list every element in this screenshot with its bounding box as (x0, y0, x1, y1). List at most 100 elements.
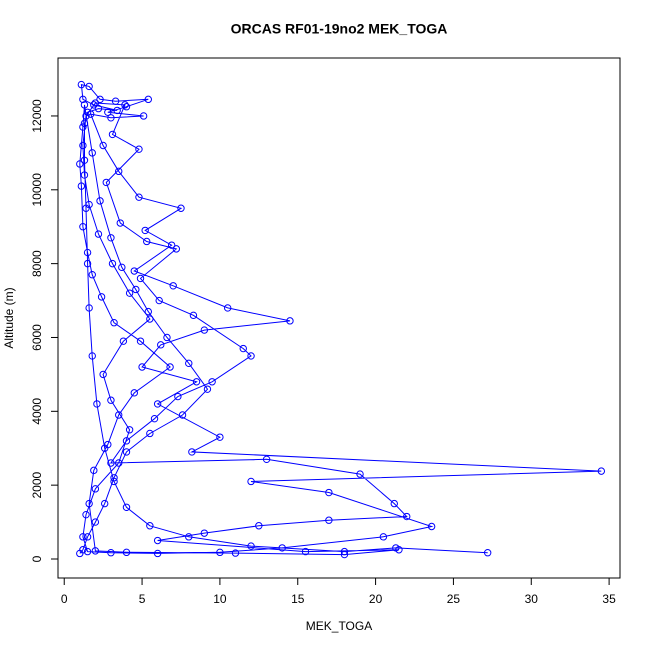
data-point (99, 370, 107, 379)
data-point (136, 274, 145, 283)
data-point (88, 271, 96, 279)
data-point (172, 245, 181, 253)
data-point (138, 363, 146, 371)
data-point (80, 119, 89, 128)
data-point (597, 467, 606, 475)
data-point (153, 400, 162, 408)
data-point (83, 547, 92, 556)
data-point (97, 293, 106, 301)
y-tick-label: 10000 (30, 173, 44, 207)
data-point (132, 285, 140, 294)
plot-frame (57, 57, 621, 579)
data-point (122, 503, 131, 512)
data-point (144, 307, 152, 316)
data-point (247, 477, 255, 486)
data-point (119, 337, 128, 345)
data-point (200, 326, 209, 334)
data-point (77, 80, 86, 89)
data-point (153, 549, 162, 558)
x-tick-label: 30 (525, 592, 539, 606)
data-point (125, 426, 134, 434)
data-point (83, 259, 92, 268)
data-point (115, 411, 123, 419)
y-tick-label: 4000 (30, 398, 44, 425)
data-point (189, 311, 198, 320)
data-point (80, 156, 89, 164)
data-point (86, 110, 95, 118)
data-point (113, 106, 121, 115)
data-point (125, 289, 134, 297)
x-tick-label: 10 (213, 592, 227, 606)
data-point (216, 548, 224, 557)
data-point (82, 510, 90, 519)
data-point (163, 333, 171, 342)
data-point (325, 488, 333, 497)
data-point (262, 455, 271, 464)
data-point (278, 544, 286, 552)
data-point (122, 437, 131, 445)
data-point (216, 433, 224, 441)
data-point (107, 396, 115, 404)
data-point (174, 392, 182, 401)
data-point (83, 248, 92, 257)
data-point (146, 429, 154, 438)
data-point (231, 549, 240, 557)
data-point (200, 529, 209, 537)
data-point (255, 522, 263, 530)
data-point (104, 108, 112, 116)
x-axis-label: MEK_TOGA (306, 619, 372, 633)
data-point (167, 241, 176, 249)
x-tick-label: 25 (447, 592, 461, 606)
y-tick-label: 0 (30, 555, 44, 562)
data-point (139, 112, 148, 120)
data-point (107, 549, 115, 557)
data-point (101, 499, 109, 508)
data-point (91, 518, 100, 526)
data-point (90, 101, 98, 109)
data-point (146, 522, 154, 530)
data-point (403, 512, 411, 521)
data-point (96, 95, 104, 104)
x-tick-label: 20 (369, 592, 383, 606)
data-point (153, 536, 162, 545)
data-point (80, 101, 89, 109)
data-line (79, 83, 602, 556)
data-point (91, 99, 100, 107)
y-axis-label: Altitude (m) (2, 287, 16, 348)
data-point (82, 112, 90, 120)
data-point (111, 97, 120, 105)
data-point (135, 145, 143, 153)
x-tick-label: 15 (291, 592, 305, 606)
data-point (144, 95, 152, 104)
data-point (108, 130, 117, 139)
data-point (356, 470, 364, 478)
data-point (79, 223, 87, 231)
data-point (203, 385, 212, 393)
data-point (110, 474, 118, 482)
data-point (94, 104, 103, 113)
data-point (79, 123, 87, 131)
x-tick-label: 5 (139, 592, 146, 606)
x-tick-label: 0 (61, 592, 68, 606)
data-point (185, 533, 193, 541)
data-point (192, 378, 201, 386)
data-point (188, 448, 196, 456)
data-point (116, 219, 124, 227)
data-point (110, 319, 118, 327)
data-point (130, 267, 138, 275)
data-point (122, 103, 131, 111)
data-point (91, 485, 100, 493)
data-point (107, 234, 115, 242)
data-point (185, 359, 193, 368)
data-point (177, 204, 185, 212)
data-point (135, 193, 143, 201)
data-point (115, 459, 123, 467)
data-point (96, 197, 104, 205)
data-point (130, 389, 138, 397)
data-point (121, 101, 129, 109)
data-point (79, 141, 87, 150)
data-point (79, 95, 87, 104)
y-tick-label: 8000 (30, 250, 44, 277)
data-point (166, 363, 174, 371)
